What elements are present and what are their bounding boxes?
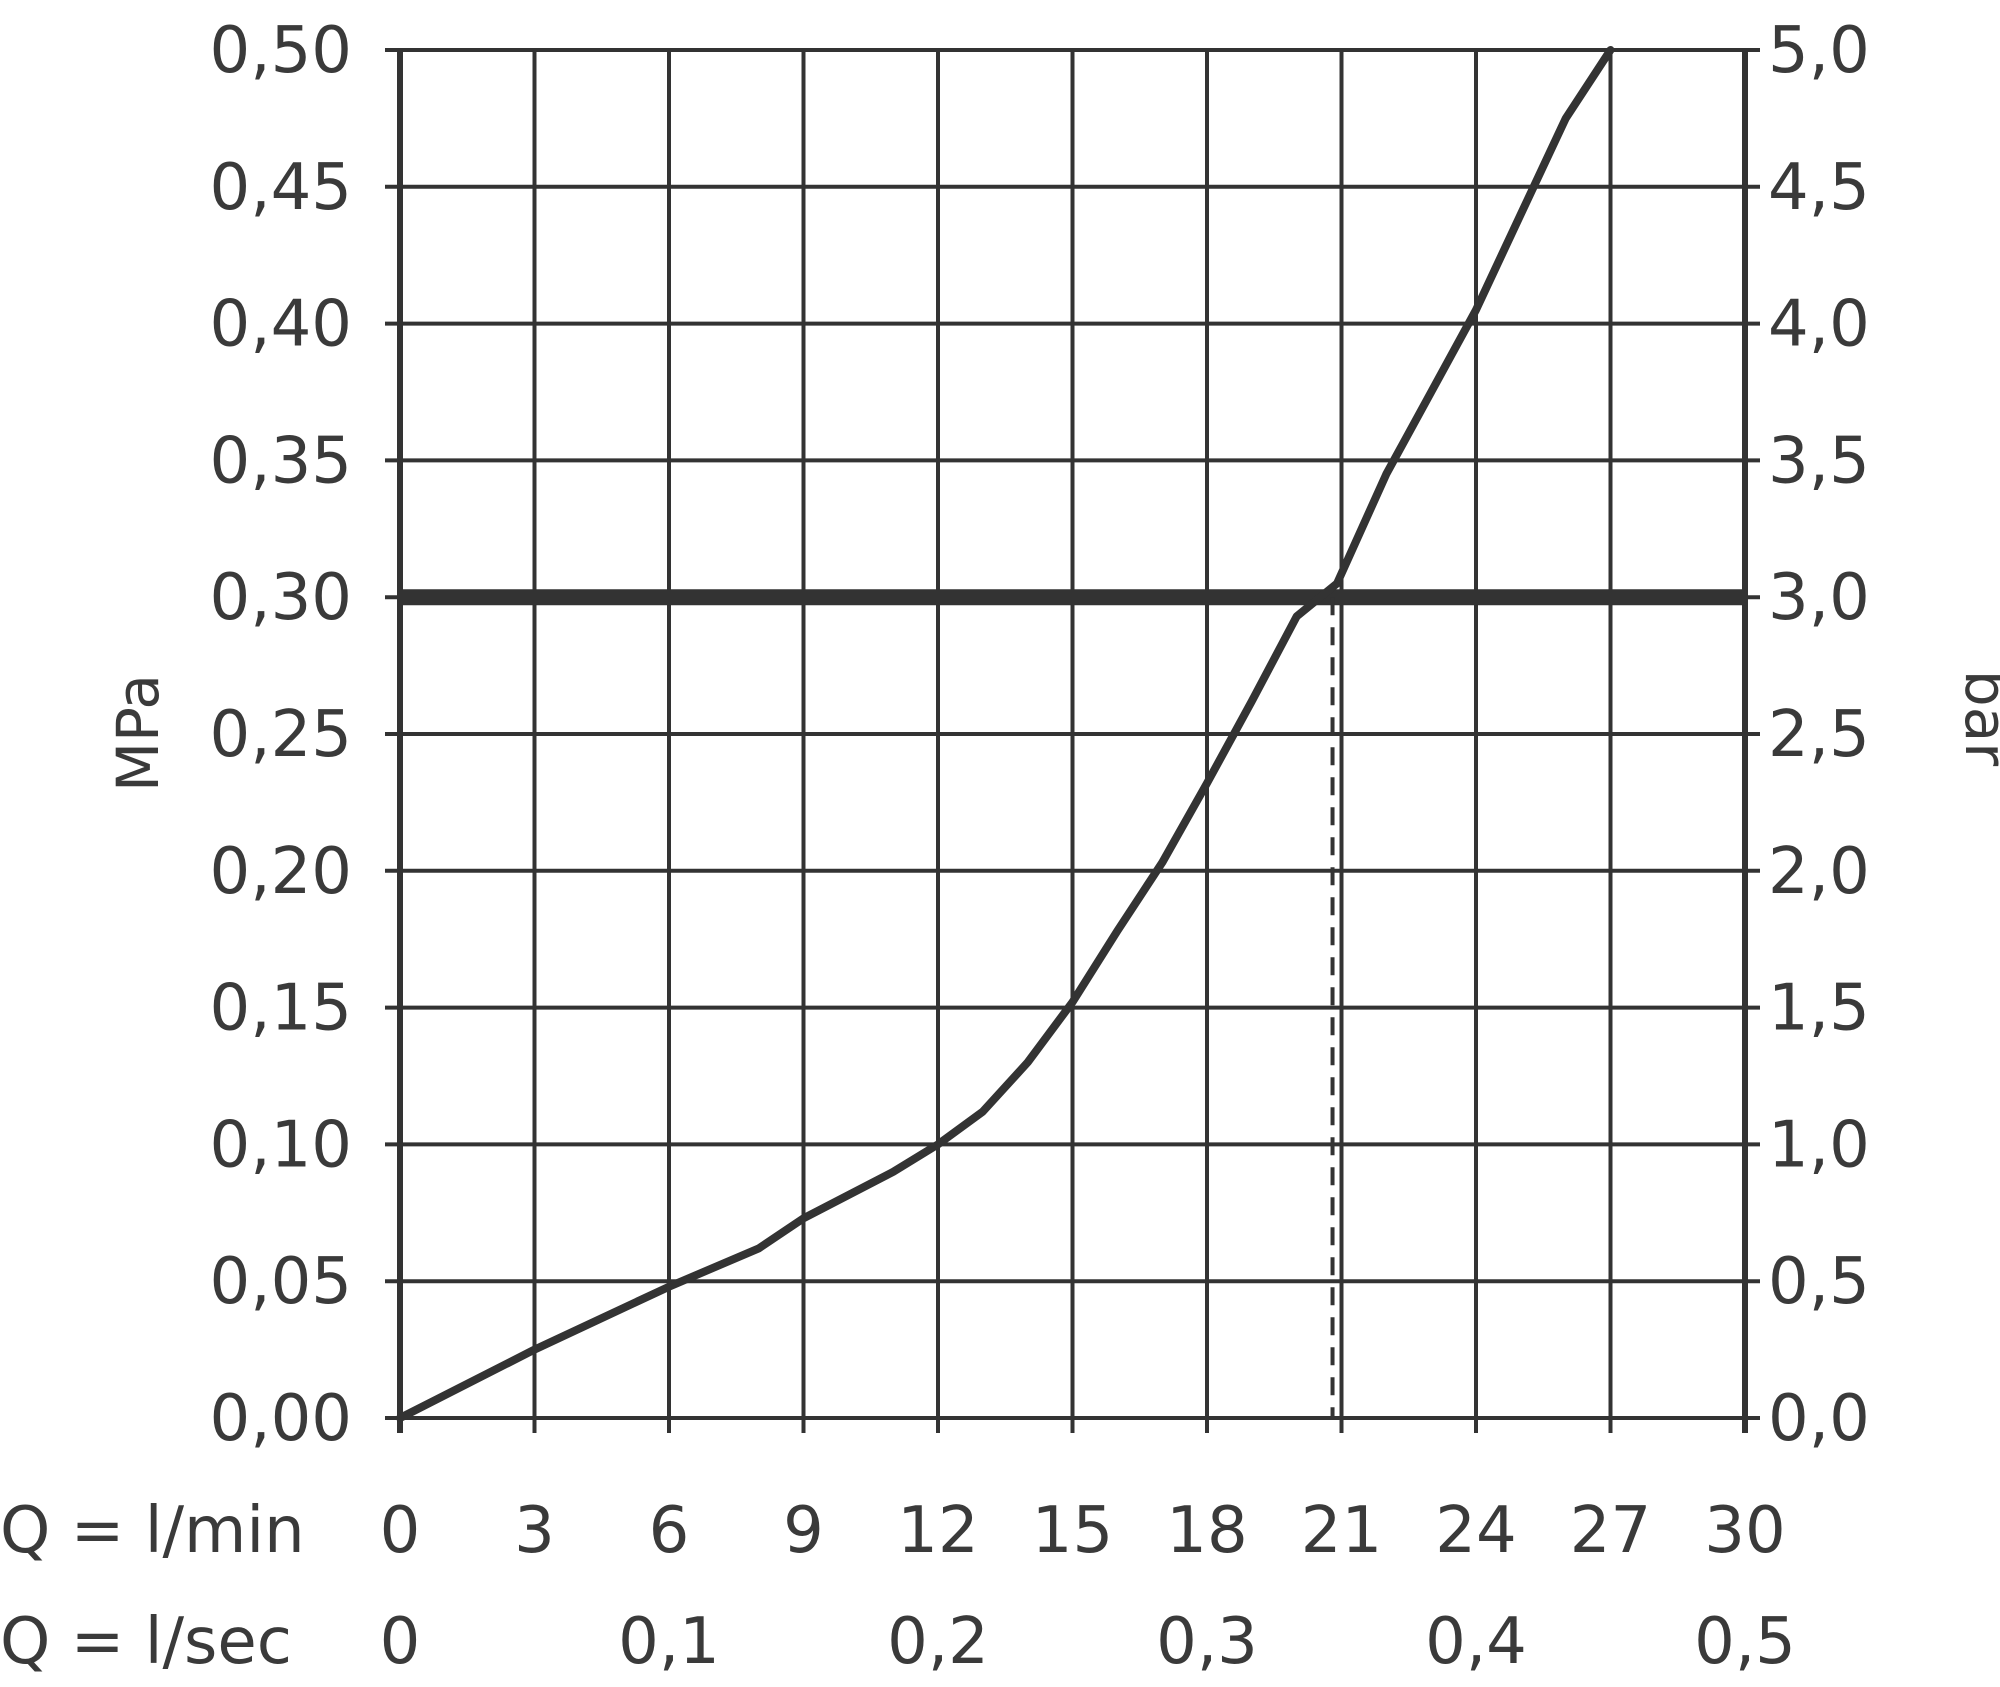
x-tick-label: 6 [649,1494,690,1568]
reference-line-group [400,589,1745,1418]
x-axis-row-label: Q = l/min [0,1494,305,1568]
x-axis-row-label: Q = l/sec [0,1605,292,1679]
x-tick-label: 0,4 [1425,1605,1527,1679]
x-tick-label: 0 [380,1494,421,1568]
tick-labels: 0,000,050,100,150,200,250,300,350,400,45… [0,14,1870,1679]
y-axis-title-left: MPa [104,674,172,792]
y-tick-label-right: 2,0 [1768,835,1870,909]
x-tick-label: 0,5 [1694,1605,1796,1679]
curve-group [396,46,1615,1422]
y-tick-label-right: 1,0 [1768,1108,1870,1182]
series-line-0 [396,46,1615,1422]
x-tick-label: 24 [1435,1494,1516,1568]
y-tick-label-left: 0,50 [210,14,353,88]
y-tick-label-right: 0,0 [1768,1382,1870,1456]
y-tick-label-right: 1,5 [1768,972,1870,1046]
y-tick-label-left: 0,00 [210,1382,353,1456]
x-tick-label: 21 [1301,1494,1382,1568]
y-tick-label-left: 0,10 [210,1108,353,1182]
x-tick-label: 0,2 [887,1605,989,1679]
y-tick-label-right: 3,5 [1768,424,1870,498]
grid [385,48,1760,1433]
x-tick-label: 18 [1166,1494,1247,1568]
y-tick-label-right: 4,0 [1768,288,1870,362]
y-tick-label-left: 0,15 [210,972,353,1046]
x-tick-label: 15 [1032,1494,1113,1568]
x-tick-label: 0,1 [618,1605,720,1679]
y-tick-label-left: 0,20 [210,835,353,909]
y-tick-label-left: 0,45 [210,151,353,225]
x-tick-label: 3 [514,1494,555,1568]
y-tick-label-right: 0,5 [1768,1245,1870,1319]
x-tick-label: 30 [1704,1494,1785,1568]
y-tick-label-right: 4,5 [1768,151,1870,225]
y-axis-title-right: bar [1952,670,2000,766]
y-tick-label-right: 5,0 [1768,14,1870,88]
x-tick-label: 12 [897,1494,978,1568]
y-tick-label-left: 0,25 [210,698,353,772]
y-tick-label-left: 0,05 [210,1245,353,1319]
x-tick-label: 27 [1570,1494,1651,1568]
x-tick-label: 0,3 [1156,1605,1258,1679]
x-tick-label: 9 [783,1494,824,1568]
y-tick-label-right: 2,5 [1768,698,1870,772]
y-tick-label-right: 3,0 [1768,561,1870,635]
x-tick-label: 0 [380,1605,421,1679]
y-tick-label-left: 0,35 [210,424,353,498]
y-tick-label-left: 0,40 [210,288,353,362]
y-tick-label-left: 0,30 [210,561,353,635]
